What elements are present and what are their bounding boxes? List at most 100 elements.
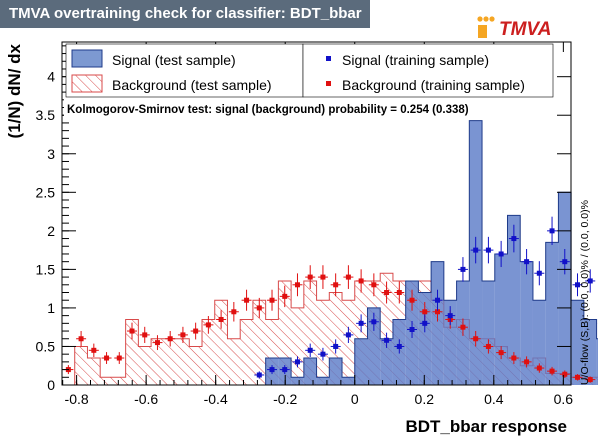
histogram-layer <box>62 120 598 386</box>
background-train-point <box>483 339 494 354</box>
background-test-bar <box>252 300 266 385</box>
background-test-bar <box>316 300 330 385</box>
signal-test-bar <box>316 377 330 385</box>
plot-frame <box>61 41 572 386</box>
legend: Signal (test sample) Background (test sa… <box>65 43 554 98</box>
background-train-point <box>228 302 239 322</box>
legend-label-signal-test: Signal (test sample) <box>112 52 236 68</box>
background-train-point <box>368 273 379 297</box>
background-train-point <box>165 330 176 347</box>
signal-test-bar <box>380 338 393 385</box>
signal-test-bar <box>431 261 444 385</box>
signal-train-point <box>547 216 558 246</box>
signal-train-point <box>508 224 519 253</box>
background-test-bar <box>227 338 241 385</box>
x-tick-label: -0.6 <box>134 391 158 407</box>
x-tick-label: -0.4 <box>204 391 228 407</box>
logo-dot <box>483 16 489 22</box>
signal-test-bar <box>596 338 598 385</box>
background-train-point <box>267 289 278 311</box>
signal-train-point <box>394 339 405 354</box>
background-train-point <box>177 326 188 343</box>
y-tick-label: 3.5 <box>36 107 56 123</box>
background-train-point <box>534 363 545 373</box>
background-test-bar <box>202 319 215 385</box>
signal-test-bar <box>520 261 533 385</box>
background-train-point <box>76 330 87 347</box>
legend-marker-signal-train <box>326 56 331 61</box>
signal-test-bar <box>367 307 381 385</box>
background-train-point <box>292 273 303 297</box>
background-test-bar <box>291 307 304 385</box>
background-train-point <box>585 376 596 383</box>
background-train-point <box>114 352 125 364</box>
background-test-bar <box>189 346 203 385</box>
signal-test-bar <box>583 319 597 385</box>
background-train-point <box>343 265 354 289</box>
background-train-point <box>457 318 468 336</box>
signal-train-point <box>267 365 278 375</box>
signal-train-point <box>445 306 456 326</box>
signal-test-bar <box>418 292 432 385</box>
background-train-point <box>190 322 201 340</box>
x-tick-label: 0.4 <box>484 391 504 407</box>
background-train-point <box>508 352 519 364</box>
signal-train-point <box>521 248 532 275</box>
background-train-point <box>559 370 570 378</box>
signal-train-point <box>279 365 290 375</box>
signal-train-point <box>407 321 418 339</box>
background-test-bar <box>176 338 190 385</box>
signal-train-point <box>585 269 596 293</box>
legend-marker-background-train <box>326 81 331 86</box>
background-train-point <box>317 265 328 289</box>
legend-label-signal-train: Signal (training sample) <box>342 52 489 68</box>
signal-test-bar <box>482 280 495 385</box>
legend-box-right <box>302 43 554 98</box>
x-tick-label: 0.2 <box>415 391 435 407</box>
background-test-bar <box>125 319 139 385</box>
y-tick-label: 0.5 <box>36 338 56 354</box>
y-tick-label: 1.5 <box>36 261 56 277</box>
signal-train-point <box>368 312 379 331</box>
x-tick-label: -0.2 <box>273 391 297 407</box>
y-tick-label: 0 <box>47 377 55 393</box>
signal-train-point <box>305 343 316 358</box>
background-test-bar <box>74 346 88 385</box>
background-train-point <box>496 346 507 360</box>
signal-train-point <box>470 236 481 264</box>
legend-swatch-background-test <box>71 74 103 93</box>
background-test-bar <box>112 377 126 385</box>
background-train-point <box>572 374 583 381</box>
signal-train-point <box>330 339 341 354</box>
signal-train-point <box>457 257 468 282</box>
background-train-point <box>547 366 558 376</box>
signal-train-point <box>534 261 545 286</box>
ks-test-text: Kolmogorov-Smirnov test: signal (backgro… <box>67 104 469 116</box>
axis-layer: -0.8 -0.6 -0.4 -0.2 0 0.2 0.4 0.6 0 0.5 1 1.5 2 2.5 3 3… <box>36 42 573 407</box>
overflow-label: U/O-flow (S,B): (0.0, 0.0)% / (0.0, 0.0)… <box>579 200 591 385</box>
plot-title: TMVA overtraining check for classifier: … <box>9 5 362 22</box>
x-axis-label: BDT_bbar response <box>405 417 567 436</box>
background-train-point <box>254 297 265 318</box>
signal-test-bar <box>545 242 559 385</box>
background-test-bar <box>163 338 177 385</box>
x-tick-label: 0 <box>351 391 359 407</box>
signal-train-point <box>356 314 367 333</box>
background-train-point <box>279 285 290 308</box>
signal-test-bar <box>443 300 457 385</box>
y-tick-label: 2.5 <box>36 184 56 200</box>
logo-figure <box>478 25 487 38</box>
background-train-point <box>330 273 341 297</box>
signal-train-point <box>483 236 494 264</box>
signal-test-bar <box>571 300 584 385</box>
background-test-bar <box>100 377 113 385</box>
y-tick-label: 1 <box>47 300 55 316</box>
signal-train-point <box>432 289 443 311</box>
signal-test-bar <box>558 192 572 385</box>
signal-train-point <box>419 314 430 333</box>
marker-layer <box>63 216 598 383</box>
x-tick-label: -0.8 <box>65 391 89 407</box>
signal-train-point <box>559 248 570 275</box>
signal-train-point <box>572 273 583 297</box>
